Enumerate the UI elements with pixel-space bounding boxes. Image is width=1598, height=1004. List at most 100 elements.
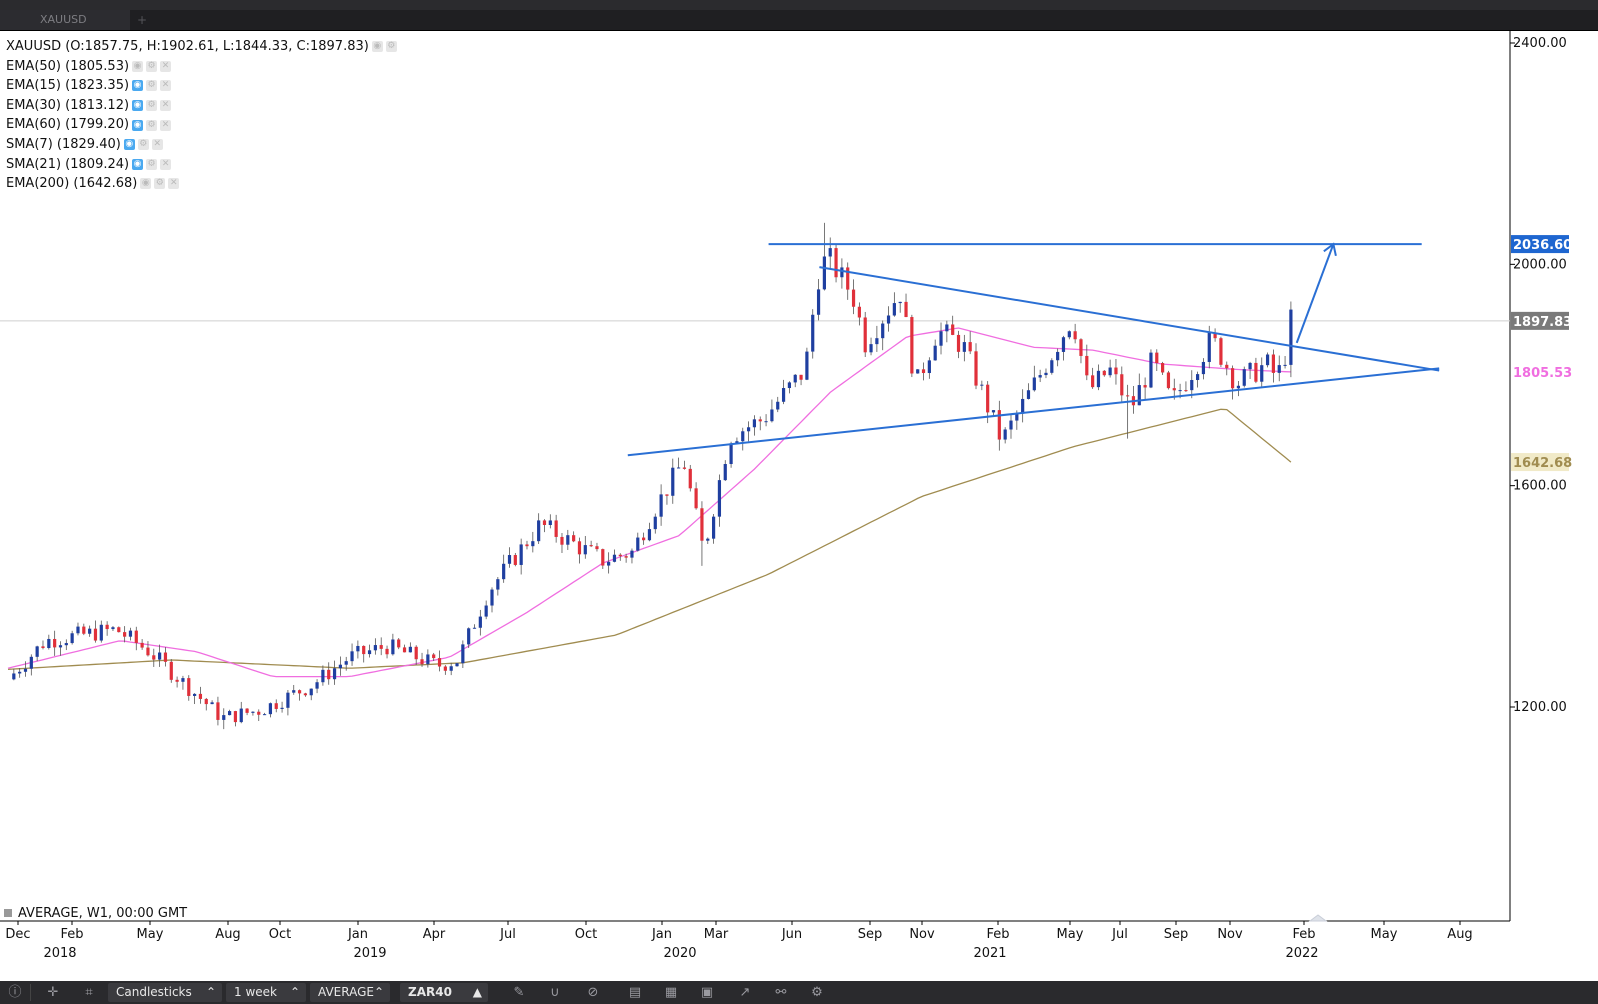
templates-icon[interactable]: ▣ — [700, 985, 714, 1000]
pencil-icon[interactable]: ✎ — [513, 985, 525, 1000]
x-tick-label: May — [1057, 927, 1084, 942]
candle-body — [1172, 388, 1176, 391]
candle-body — [1184, 390, 1188, 392]
info-icon[interactable]: ⓘ — [8, 985, 22, 1000]
timeframe-select[interactable]: 1 week ⌃ — [226, 983, 306, 1002]
candle-body — [846, 267, 850, 290]
settings-icon[interactable]: ⚙ — [154, 178, 166, 190]
ema200-line — [7, 408, 1292, 671]
chart-type-select[interactable]: Candlesticks ⌃ — [108, 983, 222, 1002]
candle-body — [647, 529, 652, 541]
candle-body — [117, 627, 121, 633]
candle-body — [169, 661, 173, 680]
candle-body — [76, 626, 80, 634]
visibility-icon[interactable]: ◉ — [132, 80, 144, 92]
price-type-select[interactable]: AVERAGE ⌃ — [310, 983, 390, 1002]
trendline-target-arrow[interactable] — [1295, 243, 1335, 344]
trendline-descending[interactable] — [819, 266, 1440, 372]
settings-icon[interactable]: ⚙ — [385, 41, 397, 53]
legend-label: EMA(30) (1813.12) — [6, 97, 130, 113]
candle-body — [881, 323, 885, 339]
price-badge-ema200 — [1511, 453, 1569, 472]
candle-body — [1242, 369, 1246, 386]
candle-body — [525, 544, 529, 547]
legend-label: EMA(60) (1799.20) — [6, 117, 130, 133]
close-icon[interactable]: ✕ — [160, 119, 172, 131]
indicators-icon[interactable]: ▤ — [628, 985, 642, 1000]
legend-row: EMA(15) (1823.35) ◉ ⚙ ✕ — [6, 76, 397, 96]
close-icon[interactable]: ✕ — [168, 178, 180, 190]
scroll-to-end-icon[interactable] — [1308, 914, 1328, 922]
crop-icon[interactable]: ⌗ — [85, 985, 93, 1000]
chart-area[interactable]: 1200.00 1600.00 2000.00 2400.00 Dec Feb May Aug… — [0, 31, 1598, 981]
candle-body — [548, 520, 552, 525]
settings-icon[interactable]: ⚙ — [146, 80, 158, 92]
candle-body — [496, 579, 500, 590]
add-tab-icon[interactable]: + — [137, 13, 148, 27]
visibility-icon[interactable]: ◉ — [371, 41, 383, 53]
candle-body — [58, 645, 63, 648]
candle-body — [12, 673, 16, 680]
candle-body — [945, 324, 949, 332]
candle-body — [805, 351, 809, 380]
candle-body — [723, 464, 727, 481]
trendline-ascending[interactable] — [627, 367, 1440, 457]
tab-xauusd[interactable]: XAUUSD — [0, 10, 130, 30]
visibility-icon[interactable]: ◉ — [132, 119, 144, 131]
candle-body — [356, 645, 360, 652]
candle-body — [1277, 365, 1281, 373]
legend-row: SMA(7) (1829.40) ◉ ⚙ ✕ — [6, 135, 397, 155]
x-tick-label: Jul — [499, 927, 516, 942]
settings-icon[interactable]: ⚙ — [137, 139, 149, 151]
candle-body — [163, 652, 168, 662]
candle-body — [589, 545, 593, 547]
candle-body — [111, 627, 115, 630]
legend-row: EMA(50) (1805.53) ◉ ⚙ ✕ — [6, 57, 397, 77]
x-year-label: 2018 — [43, 946, 76, 961]
candle-body — [449, 666, 453, 671]
close-icon[interactable]: ✕ — [160, 80, 172, 92]
candle-body — [811, 314, 815, 352]
line-tool-icon[interactable]: ↗ — [739, 985, 751, 1000]
link-icon[interactable]: ⚯ — [775, 985, 787, 1000]
legend-row: EMA(200) (1642.68) ◉ ⚙ ✕ — [6, 174, 397, 194]
visibility-icon[interactable]: ◉ — [132, 60, 144, 72]
chart-settings-icon[interactable]: ⚙ — [811, 985, 823, 1000]
candle-body — [939, 331, 943, 346]
candle-body — [1161, 363, 1165, 373]
settings-icon[interactable]: ⚙ — [146, 60, 158, 72]
candle-body — [321, 669, 325, 683]
candle-body — [379, 645, 383, 649]
price-chart[interactable]: 1200.00 1600.00 2000.00 2400.00 Dec Feb May Aug… — [0, 31, 1598, 981]
settings-icon[interactable]: ⚙ — [146, 119, 158, 131]
candle-body — [350, 651, 354, 662]
visibility-icon[interactable]: ◉ — [132, 158, 144, 170]
candle-body — [1289, 309, 1293, 365]
magnet-icon[interactable]: ∪ — [550, 985, 560, 1000]
hide-drawings-icon[interactable]: ⊘ — [587, 985, 599, 1000]
close-icon[interactable]: ✕ — [160, 100, 172, 112]
candle-body — [519, 544, 523, 565]
settings-icon[interactable]: ⚙ — [146, 158, 158, 170]
candle-body — [863, 317, 867, 353]
candle-body — [951, 324, 955, 335]
crosshair-icon[interactable]: ✛ — [47, 985, 59, 1000]
candle-body — [962, 342, 966, 352]
close-icon[interactable]: ✕ — [160, 158, 172, 170]
visibility-icon[interactable]: ◉ — [123, 139, 135, 151]
layout-icon[interactable]: ▦ — [664, 985, 678, 1000]
candle-body — [956, 334, 961, 352]
close-icon[interactable]: ✕ — [151, 139, 163, 151]
candle-body — [554, 520, 558, 537]
settings-icon[interactable]: ⚙ — [146, 100, 158, 112]
visibility-icon[interactable]: ◉ — [140, 178, 152, 190]
price-badge-level — [1511, 235, 1569, 254]
candle-body — [898, 301, 902, 304]
symbol-select[interactable]: ZAR40 ▲ — [400, 983, 488, 1002]
candle-body — [659, 494, 663, 517]
visibility-icon[interactable]: ◉ — [132, 100, 144, 112]
close-icon[interactable]: ✕ — [160, 60, 172, 72]
candle-body — [916, 369, 920, 374]
candle-body — [391, 639, 395, 655]
candle-body — [18, 671, 22, 674]
